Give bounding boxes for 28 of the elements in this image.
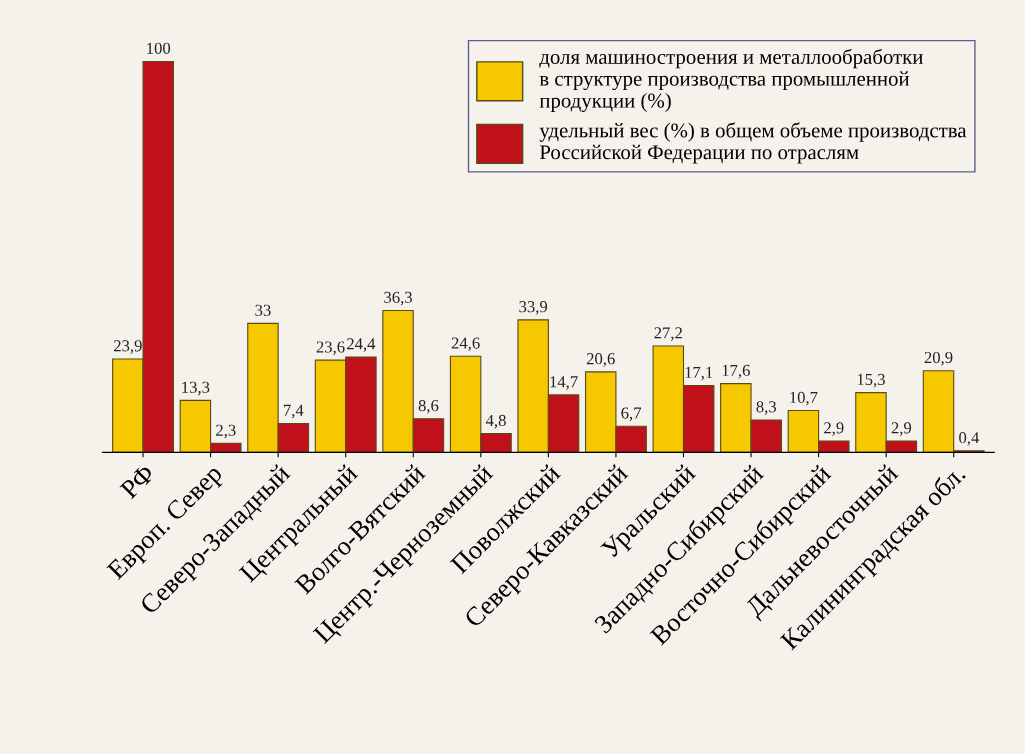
data-label: 8,3 [756, 401, 777, 415]
data-label: 2,3 [216, 424, 236, 439]
legend-label: удельный вес (%) в общем объеме производства Российской Федерации по отраслям [539, 122, 967, 164]
data-label: 6,7 [621, 407, 642, 422]
data-label: 17,1 [685, 366, 713, 381]
data-label: 33 [255, 304, 271, 316]
data-label: 20,6 [586, 353, 615, 367]
data-label: 10,7 [790, 391, 818, 406]
data-label: 23,6 [316, 341, 345, 355]
data-label: 14,7 [550, 376, 578, 390]
data-label: 4,8 [485, 414, 506, 429]
data-label: 20,9 [924, 351, 953, 366]
data-label: 33,9 [519, 301, 548, 315]
data-label: 27,2 [654, 327, 682, 341]
data-label: 7,4 [284, 404, 304, 419]
legend-label: доля машиностроения и металлообработки в структуре производства промышленной продукции (%) [539, 48, 923, 112]
data-label: 17,6 [722, 364, 750, 379]
data-label: 2,9 [891, 422, 912, 436]
data-label: 36,3 [384, 291, 412, 306]
data-label: 8,6 [418, 399, 439, 414]
data-label: 15,3 [857, 373, 885, 388]
data-label: 100 [147, 42, 171, 54]
data-label: 13,3 [182, 381, 210, 396]
data-label: 24,6 [451, 337, 480, 352]
data-label: 24,4 [347, 338, 376, 352]
data-label: 23,9 [113, 340, 142, 354]
data-label: 0,4 [959, 432, 980, 446]
data-label: 2,9 [824, 422, 844, 436]
